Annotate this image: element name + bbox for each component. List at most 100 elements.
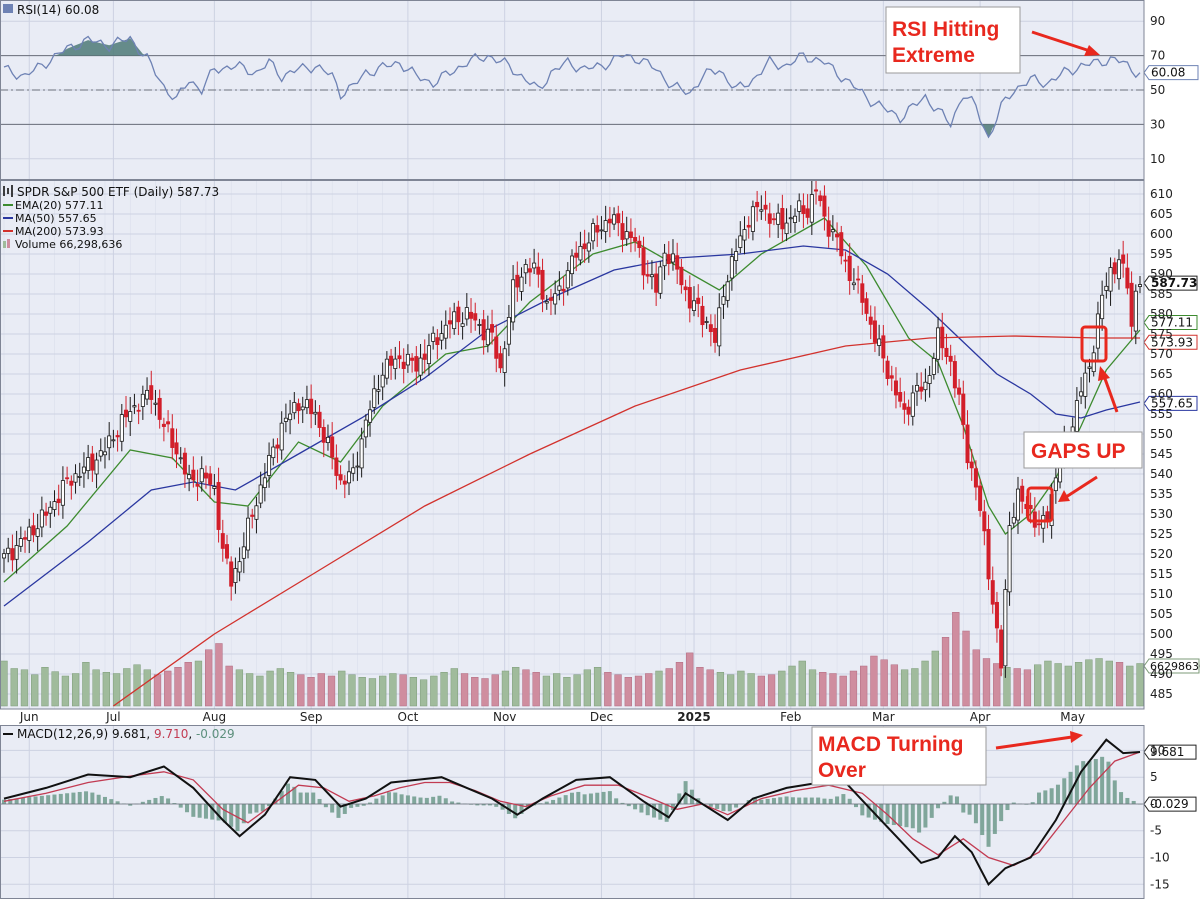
volume-bar bbox=[430, 675, 438, 707]
candlestick bbox=[982, 499, 987, 546]
candlestick bbox=[830, 215, 835, 241]
candlestick bbox=[309, 384, 314, 429]
volume-bar bbox=[1095, 658, 1103, 707]
candlestick bbox=[801, 193, 806, 229]
price-tick-label: 490 bbox=[1150, 667, 1173, 681]
macd-arrow-icon bbox=[995, 735, 1073, 750]
volume-bar bbox=[849, 670, 858, 707]
candlestick bbox=[561, 276, 566, 306]
candlestick bbox=[456, 300, 461, 336]
candlestick bbox=[2, 548, 7, 573]
candlestick bbox=[359, 427, 364, 478]
volume-bar bbox=[993, 663, 1001, 707]
volume-bar bbox=[0, 660, 8, 707]
macd-histogram-bar bbox=[65, 793, 70, 804]
x-tick-label: Jun bbox=[19, 710, 39, 724]
volume-bar bbox=[61, 675, 70, 707]
candlestick bbox=[612, 207, 617, 230]
candlestick bbox=[460, 312, 465, 340]
candlestick bbox=[1100, 280, 1105, 331]
candlestick bbox=[755, 190, 760, 222]
price-tick-label: 530 bbox=[1150, 507, 1173, 521]
macd-histogram-bar bbox=[582, 794, 587, 804]
volume-bar bbox=[10, 668, 18, 707]
candlestick bbox=[910, 385, 915, 426]
macd-histogram-bar bbox=[494, 803, 499, 807]
candlestick bbox=[1138, 276, 1143, 294]
candlestick bbox=[536, 252, 541, 288]
macd-histogram-bar bbox=[1106, 761, 1111, 804]
volume-bar bbox=[1054, 663, 1062, 707]
candlestick bbox=[915, 372, 920, 406]
volume-bar bbox=[900, 669, 909, 707]
candlestick bbox=[102, 437, 107, 469]
candlestick bbox=[771, 213, 776, 226]
candlestick bbox=[973, 460, 978, 501]
macd-histogram-bar bbox=[368, 802, 373, 804]
volume-bar bbox=[829, 673, 837, 707]
macd-histogram-bar bbox=[544, 801, 549, 804]
macd-histogram-bar bbox=[626, 803, 631, 807]
price-tick-label: 590 bbox=[1150, 267, 1173, 281]
macd-tick-label: 0 bbox=[1150, 797, 1158, 811]
candlestick bbox=[288, 399, 293, 435]
candlestick bbox=[229, 556, 234, 601]
macd-histogram-bar bbox=[936, 803, 941, 809]
macd-histogram-bar bbox=[254, 803, 259, 813]
price-tick-label: 515 bbox=[1150, 567, 1173, 581]
candlestick bbox=[325, 424, 330, 451]
candlestick bbox=[784, 208, 789, 242]
macd-histogram-bar bbox=[128, 803, 133, 806]
volume-bar bbox=[245, 673, 254, 707]
candlestick bbox=[780, 194, 785, 242]
volume-bar bbox=[645, 673, 653, 707]
candlestick bbox=[199, 456, 204, 492]
candlestick bbox=[397, 341, 402, 369]
candlestick bbox=[599, 216, 604, 240]
candlestick bbox=[843, 251, 848, 273]
candlestick bbox=[822, 185, 827, 231]
volume-bar bbox=[716, 672, 725, 707]
macd-histogram-bar bbox=[323, 803, 328, 808]
ma-200--line bbox=[113, 335, 1140, 707]
volume-bar bbox=[112, 673, 121, 707]
candlestick bbox=[439, 320, 444, 350]
macd-histogram-bar bbox=[222, 803, 227, 823]
candlestick bbox=[300, 396, 305, 424]
candlestick bbox=[233, 557, 238, 594]
macd-histogram-bar bbox=[664, 803, 669, 822]
candlestick bbox=[704, 316, 709, 329]
candlestick bbox=[431, 326, 436, 350]
candlestick bbox=[490, 309, 495, 345]
axis-labels: Jun Jul Aug Sep Oct Nov Dec 2025 Feb Mar Apr May 10 3… bbox=[19, 14, 1173, 891]
candlestick bbox=[670, 239, 675, 271]
macd-histogram-bar bbox=[601, 791, 606, 804]
macd-histogram-bar bbox=[986, 803, 991, 847]
macd-histogram-bar bbox=[1011, 802, 1016, 804]
candlestick bbox=[355, 451, 360, 481]
candlestick bbox=[506, 304, 511, 357]
macd-histogram-bar bbox=[809, 797, 814, 804]
candlestick bbox=[191, 456, 196, 488]
ma-50--line bbox=[3, 245, 1141, 607]
volume-bar bbox=[491, 674, 499, 707]
volume-bar bbox=[839, 675, 847, 707]
volume-bar bbox=[860, 665, 868, 707]
macd-histogram-bar bbox=[1074, 765, 1079, 804]
candlestick bbox=[839, 225, 844, 265]
macd-tick-label: 5 bbox=[1150, 770, 1158, 784]
candlestick bbox=[978, 479, 983, 517]
candlestick bbox=[729, 248, 734, 291]
macd-histogram-bar bbox=[109, 799, 114, 804]
candlestick bbox=[246, 506, 251, 559]
macd-histogram-bar bbox=[2, 799, 6, 804]
volume-bar bbox=[20, 669, 29, 707]
candlestick bbox=[115, 430, 120, 452]
x-tick-label: May bbox=[1060, 710, 1085, 724]
candlestick bbox=[738, 221, 743, 254]
volume-bar bbox=[399, 674, 407, 707]
macd-histogram-bar bbox=[260, 803, 265, 812]
macd-histogram-bar bbox=[185, 803, 190, 813]
candlestick bbox=[1087, 358, 1092, 383]
volume-bar bbox=[941, 637, 950, 707]
